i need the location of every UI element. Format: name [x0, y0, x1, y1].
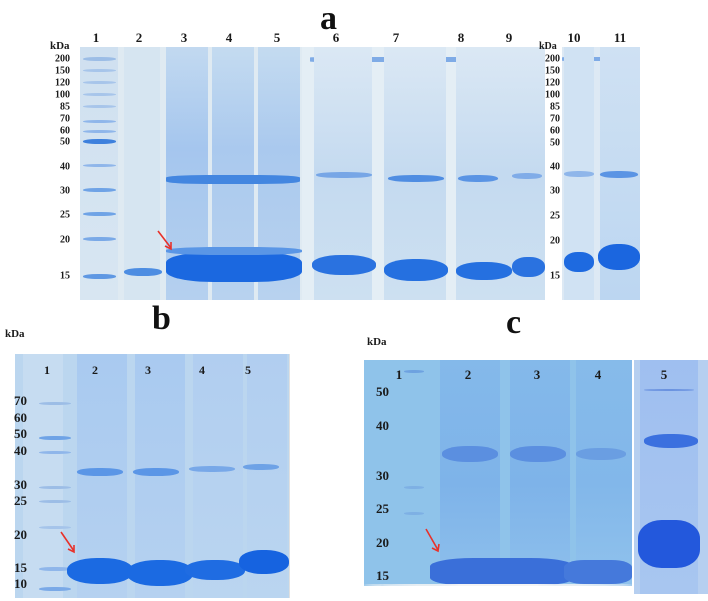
- mw-marker-label: 200: [545, 53, 560, 65]
- panel-label-b: b: [152, 300, 171, 337]
- mw-marker-label: 60: [14, 410, 27, 425]
- kda-axis-label: kDa: [5, 328, 25, 340]
- lane-number: 1: [92, 30, 100, 45]
- lane-1-ladder: [80, 47, 118, 300]
- mw-marker-label: 40: [14, 443, 27, 458]
- lane-number: 5: [660, 367, 668, 382]
- mw-marker-label: 20: [14, 527, 27, 542]
- mw-marker-label: 30: [376, 468, 389, 483]
- mw-marker-label: 20: [550, 235, 560, 247]
- mw-marker-label: 20: [376, 535, 389, 550]
- mw-marker-label: 50: [60, 136, 70, 148]
- lane-number: 5: [273, 30, 281, 45]
- mw-marker-label: 150: [545, 65, 560, 77]
- lane-number: 3: [180, 30, 188, 45]
- mw-marker-label: 15: [60, 270, 70, 282]
- mw-marker-label: 25: [550, 210, 560, 222]
- lane-number: 11: [613, 30, 627, 45]
- mw-marker-label: 100: [55, 89, 70, 101]
- lane-number: 1: [395, 367, 403, 382]
- panel-label-c: c: [506, 304, 522, 341]
- lane-number: 6: [332, 30, 340, 45]
- mw-marker-label: 70: [14, 393, 27, 408]
- gel-image-c-right: [634, 360, 708, 594]
- gel-image-b: [15, 354, 290, 598]
- mw-marker-label: 30: [60, 185, 70, 197]
- mw-marker-label: 120: [545, 77, 560, 89]
- mw-marker-label: 50: [14, 426, 27, 441]
- mw-marker-label: 120: [55, 77, 70, 89]
- mw-marker-label: 25: [60, 209, 70, 221]
- mw-marker-label: 100: [545, 89, 560, 101]
- lane-number: 4: [225, 30, 233, 45]
- lane-number: 10: [567, 30, 581, 45]
- arrow-icon: [157, 230, 172, 251]
- mw-marker-label: 30: [550, 185, 560, 197]
- arrow-icon: [60, 531, 75, 554]
- lane-number: 1: [44, 363, 50, 377]
- mw-marker-label: 50: [550, 137, 560, 149]
- mw-marker-label: 25: [14, 493, 27, 508]
- mw-marker-label: 200: [55, 53, 70, 65]
- mw-marker-label: 70: [60, 113, 70, 125]
- lane-number: 5: [245, 363, 251, 377]
- lane-number: 3: [533, 367, 541, 382]
- mw-marker-label: 15: [376, 568, 389, 583]
- mw-marker-label: 85: [550, 101, 560, 113]
- mw-marker-label: 40: [550, 161, 560, 173]
- mw-marker-label: 70: [550, 113, 560, 125]
- lane-number: 7: [392, 30, 400, 45]
- gel-image-a-left: [80, 47, 302, 300]
- lane-number: 3: [145, 363, 151, 377]
- mw-marker-label: 60: [60, 125, 70, 137]
- kda-axis-label: kDa: [50, 40, 70, 52]
- mw-marker-label: 20: [60, 234, 70, 246]
- lane-number: 8: [457, 30, 465, 45]
- mw-marker-label: 85: [60, 101, 70, 113]
- kda-axis-label-right: kDa: [539, 41, 557, 52]
- gel-image-a-middle: [302, 47, 545, 300]
- mw-marker-label: 15: [14, 560, 27, 575]
- panel-label-a: a: [320, 0, 337, 37]
- lane-number: 2: [135, 30, 143, 45]
- mw-marker-label: 40: [60, 161, 70, 173]
- lane-number: 2: [464, 367, 472, 382]
- gel-image-a-right: [562, 47, 640, 300]
- mw-marker-label: 15: [550, 270, 560, 282]
- lane-number: 4: [199, 363, 205, 377]
- gel-image-c-left: [364, 360, 632, 586]
- mw-marker-label: 30: [14, 477, 27, 492]
- lane-number: 2: [92, 363, 98, 377]
- lane-number: 4: [594, 367, 602, 382]
- lane-number: 9: [505, 30, 513, 45]
- kda-axis-label: kDa: [367, 336, 387, 348]
- mw-marker-label: 60: [550, 125, 560, 137]
- mw-marker-label: 40: [376, 418, 389, 433]
- mw-marker-label: 50: [376, 384, 389, 399]
- mw-marker-label: 25: [376, 501, 389, 516]
- mw-marker-label: 150: [55, 65, 70, 77]
- arrow-icon: [425, 528, 440, 553]
- mw-marker-label: 10: [14, 576, 27, 591]
